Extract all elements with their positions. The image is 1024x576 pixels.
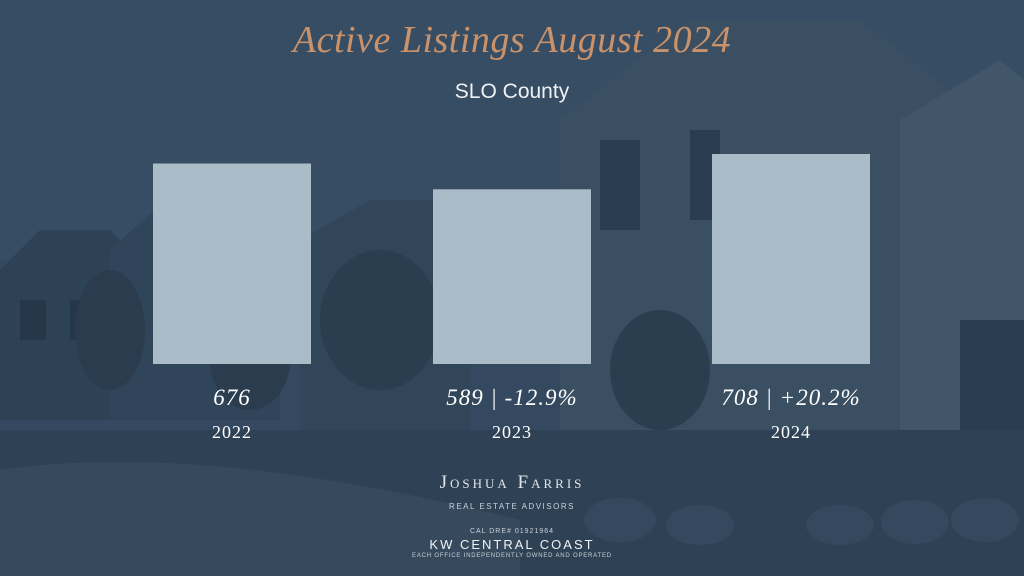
agent-tagline: REAL ESTATE ADVISORS	[449, 502, 575, 511]
value-label-2023: 589 | -12.9%	[446, 385, 577, 410]
agent-name: Joshua Farris	[439, 472, 585, 493]
category-label-2022: 2022	[212, 422, 252, 442]
office-name: KW CENTRAL COAST	[429, 537, 595, 552]
bar-2022	[153, 163, 311, 364]
category-label-2024: 2024	[771, 422, 811, 442]
chart-subtitle: SLO County	[454, 80, 570, 103]
chart-title: Active Listings August 2024	[292, 19, 732, 61]
license-number: CAL DRE# 01921964	[469, 528, 555, 535]
bar-2024	[712, 154, 870, 364]
office-disclaimer: EACH OFFICE INDEPENDENTLY OWNED AND OPER…	[412, 553, 612, 559]
value-label-2022: 676	[213, 385, 251, 410]
value-label-2024: 708 | +20.2%	[721, 385, 860, 410]
bar-2023	[433, 189, 591, 364]
category-label-2023: 2023	[492, 422, 532, 442]
